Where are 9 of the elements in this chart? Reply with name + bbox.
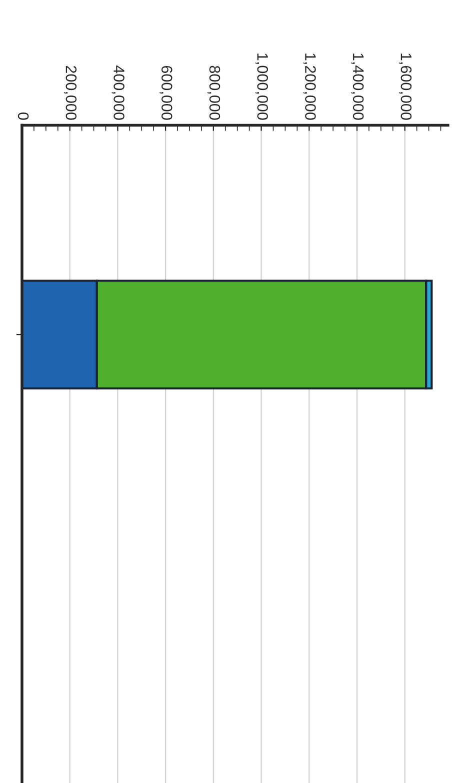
x-tick-label: 800,000 — [208, 66, 220, 120]
x-tick-label: 1,000,000 — [255, 54, 268, 120]
x-tick-label: 600,000 — [160, 66, 172, 120]
x-tick-label: 200,000 — [64, 66, 77, 120]
x-tick-label: 1,600,000 — [398, 54, 412, 120]
x-tick-label: 0 — [18, 112, 29, 120]
x-tick-label: 400,000 — [112, 66, 124, 120]
x-tick-label: 1,200,000 — [303, 54, 316, 120]
x-tick-label: 1,400,000 — [351, 54, 364, 120]
